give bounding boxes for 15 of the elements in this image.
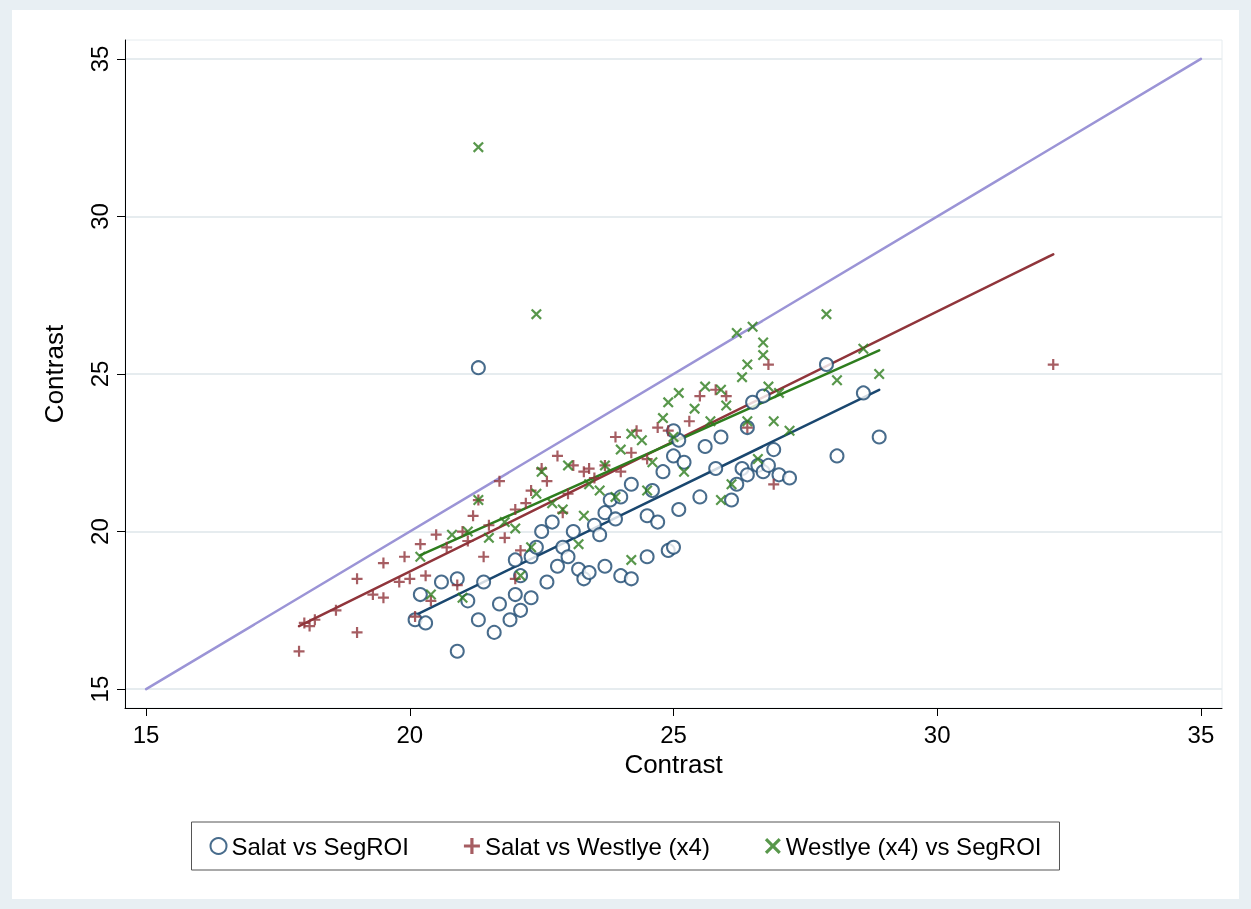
y-tick-label: 30 [85, 203, 113, 230]
y-tick-label: 25 [85, 360, 113, 388]
x-tick-label: 15 [132, 720, 160, 748]
legend-label: Salat vs SegROI [231, 832, 409, 860]
y-tick-label: 20 [85, 518, 113, 545]
x-tick-label: 35 [1187, 720, 1215, 748]
legend-label: Westlye (x4) vs SegROI [785, 832, 1042, 860]
x-axis-title: Contrast [624, 748, 724, 779]
legend-label: Salat vs Westlye (x4) [484, 832, 710, 860]
x-tick-label: 25 [660, 720, 687, 748]
y-axis-title: Contrast [39, 324, 69, 424]
y-tick-label: 15 [85, 675, 113, 703]
x-tick-label: 20 [396, 720, 424, 748]
x-tick-label: 30 [923, 720, 951, 748]
y-tick-label: 35 [85, 45, 113, 73]
